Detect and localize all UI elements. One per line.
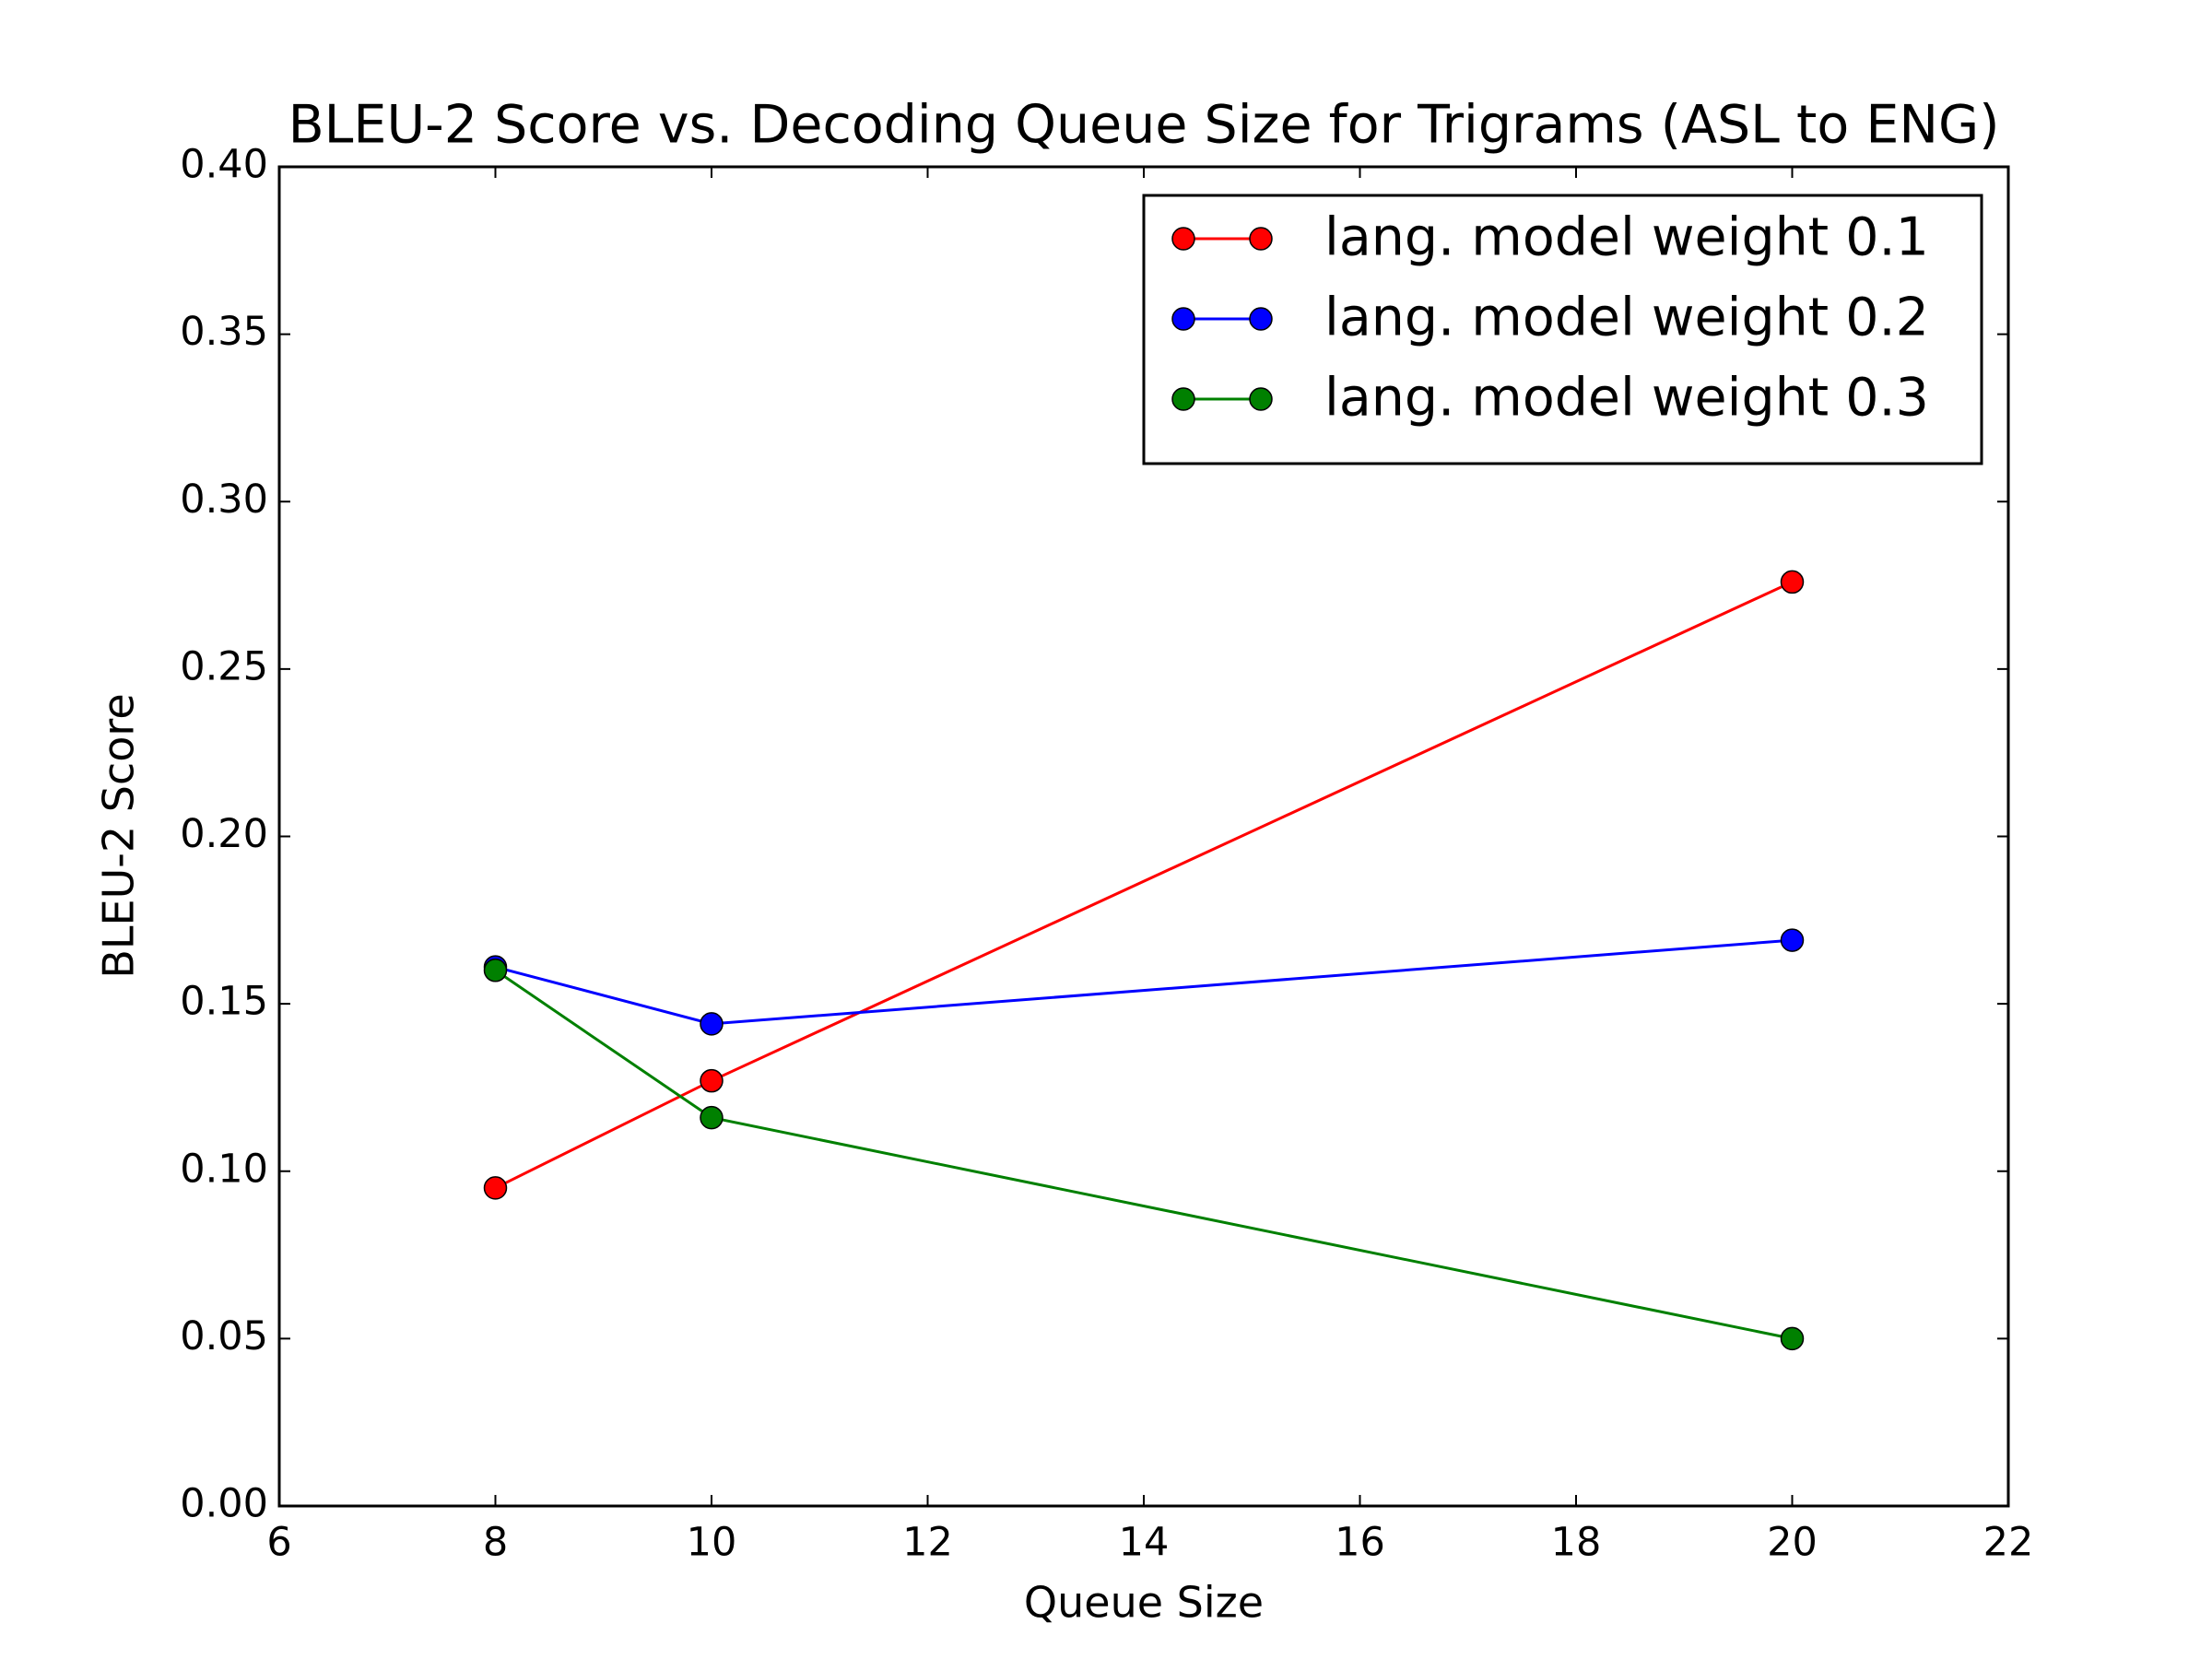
series-line — [494, 969, 1793, 1340]
x-tick-label: 14 — [1119, 1520, 1170, 1566]
y-tick-label: 0.05 — [180, 1313, 268, 1359]
y-axis-label: BLEU-2 Score — [94, 693, 144, 978]
y-tick-label: 0.20 — [180, 811, 268, 857]
data-point — [1780, 1326, 1805, 1351]
y-tick-label: 0.40 — [180, 142, 268, 188]
x-tick-label: 8 — [483, 1520, 508, 1566]
series-line — [494, 581, 1794, 1190]
legend-box — [1142, 194, 1983, 465]
y-tick-label: 0.10 — [180, 1146, 268, 1192]
x-tick-label: 6 — [266, 1520, 291, 1566]
data-point — [700, 1012, 724, 1036]
plot-frame — [277, 165, 2010, 1508]
data-point — [1780, 570, 1805, 594]
legend-marker — [1249, 307, 1273, 331]
x-tick-label: 10 — [687, 1520, 737, 1566]
legend-marker — [1171, 227, 1195, 251]
legend-marker — [1249, 227, 1273, 251]
y-tick-label: 0.15 — [180, 979, 268, 1025]
y-tick-label: 0.00 — [180, 1481, 268, 1527]
x-axis-label: Queue Size — [1024, 1578, 1264, 1628]
chart-title: BLEU-2 Score vs. Decoding Queue Size for… — [288, 95, 2000, 156]
x-tick-label: 20 — [1767, 1520, 1818, 1566]
data-point — [1780, 928, 1805, 952]
data-point — [700, 1068, 724, 1093]
data-point — [700, 1105, 724, 1130]
y-tick-label: 0.25 — [180, 643, 268, 689]
y-tick-label: 0.30 — [180, 477, 268, 523]
legend-label: lang. model weight 0.3 — [1324, 368, 1929, 429]
x-tick-label: 18 — [1551, 1520, 1602, 1566]
y-tick-label: 0.35 — [180, 309, 268, 355]
data-point — [483, 959, 508, 982]
legend-marker — [1171, 387, 1195, 411]
legend-marker — [1171, 307, 1195, 331]
x-tick-label: 12 — [902, 1520, 953, 1566]
x-tick-label: 22 — [1983, 1520, 2034, 1566]
legend-label: lang. model weight 0.2 — [1324, 288, 1929, 348]
legend-label: lang. model weight 0.1 — [1324, 207, 1929, 268]
x-tick-label: 16 — [1335, 1520, 1385, 1566]
series-line — [495, 938, 1793, 1026]
data-point — [483, 1176, 508, 1200]
legend-marker — [1249, 387, 1273, 411]
